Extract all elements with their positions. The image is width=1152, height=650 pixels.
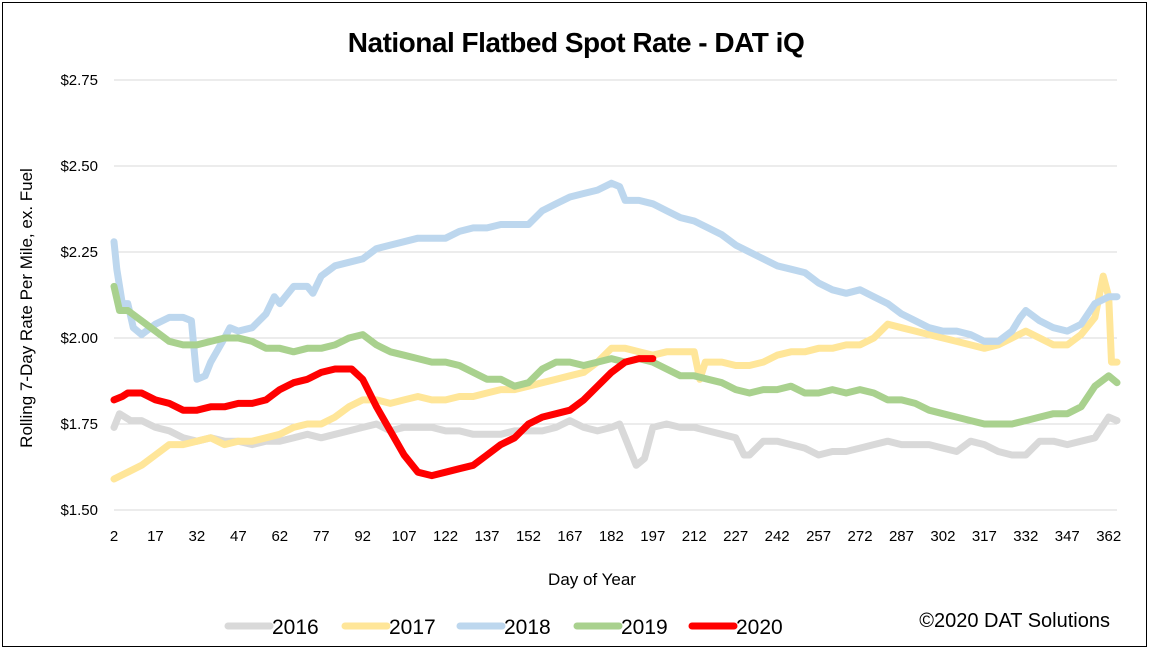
x-tick-label: 257 [806,528,831,545]
legend-label: 2020 [736,616,783,639]
x-tick-label: 17 [147,528,164,545]
x-tick-label: 287 [889,528,914,545]
x-tick-label: 212 [682,528,707,545]
legend-item-2016: 2016 [224,616,319,639]
series-lines [110,179,1121,483]
x-tick-label: 362 [1096,528,1121,545]
legend-item-2018: 2018 [456,616,551,639]
x-tick-label: 62 [271,528,288,545]
x-tick-label: 227 [723,528,748,545]
y-tick-label: $2.00 [60,330,98,347]
x-tick-label: 167 [557,528,582,545]
x-tick-label: 182 [599,528,624,545]
x-tick-label: 197 [640,528,665,545]
series-line-2020 [110,355,657,480]
copyright-text: ©2020 DAT Solutions [919,610,1110,632]
x-tick-label: 332 [1013,528,1038,545]
legend: 2016 2017 2018 2019 2020 [224,616,783,639]
x-tick-label: 242 [765,528,790,545]
x-tick-label: 47 [230,528,247,545]
x-tick-label: 317 [972,528,997,545]
y-axis-ticks: $1.50 $1.75 $2.00 $2.25 $2.50 $2.75 [60,72,98,519]
x-tick-label: 272 [848,528,873,545]
legend-item-2020: 2020 [688,616,783,639]
y-tick-label: $2.75 [60,72,98,89]
series-line-2016 [110,410,1121,469]
x-axis-ticks: 2 17 32 47 62 77 92 107 122 137 152 167 182 197 212 227… [110,528,1121,545]
legend-item-2019: 2019 [573,616,668,639]
x-tick-label: 137 [475,528,500,545]
y-tick-label: $1.75 [60,416,98,433]
x-tick-label: 32 [189,528,206,545]
legend-label: 2018 [504,616,551,639]
chart-title: National Flatbed Spot Rate - DAT iQ [348,27,804,58]
x-tick-label: 347 [1055,528,1080,545]
legend-label: 2019 [621,616,668,639]
series-line-2019 [110,282,1121,428]
series-line-2018 [110,179,1121,383]
y-axis-label: Rolling 7-Day Rate Per Mile, ex. Fuel [17,168,36,448]
x-tick-label: 152 [516,528,541,545]
series-line-2017 [110,272,1121,483]
x-axis-label: Day of Year [548,570,636,589]
legend-label: 2017 [389,616,436,639]
x-tick-label: 2 [110,528,118,545]
y-tick-label: $2.50 [60,158,98,175]
x-tick-label: 122 [433,528,458,545]
x-tick-label: 92 [354,528,371,545]
x-tick-label: 107 [392,528,417,545]
y-tick-label: $1.50 [60,502,98,519]
x-tick-label: 302 [930,528,955,545]
legend-item-2017: 2017 [341,616,436,639]
x-tick-label: 77 [313,528,330,545]
legend-label: 2016 [272,616,319,639]
y-tick-label: $2.25 [60,244,98,261]
